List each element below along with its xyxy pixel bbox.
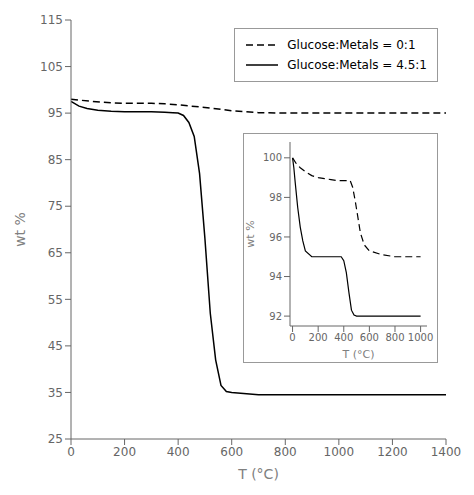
svg-text:85: 85 [48, 153, 63, 167]
svg-text:35: 35 [48, 386, 63, 400]
svg-text:45: 45 [48, 339, 63, 353]
svg-text:92: 92 [269, 311, 282, 322]
svg-text:1000: 1000 [324, 445, 355, 459]
svg-text:65: 65 [48, 246, 63, 260]
svg-text:600: 600 [360, 332, 379, 343]
svg-text:95: 95 [48, 106, 63, 120]
html-text:Glucose:Metals = 0:1: Glucose:Metals = 0:1 [287, 38, 416, 52]
svg-text:600: 600 [220, 445, 243, 459]
svg-text:wt %: wt % [244, 220, 257, 247]
svg-text:T (°C): T (°C) [237, 466, 279, 482]
svg-text:200: 200 [113, 445, 136, 459]
svg-text:0: 0 [67, 445, 75, 459]
svg-text:800: 800 [385, 332, 404, 343]
svg-text:0: 0 [289, 332, 295, 343]
svg-text:800: 800 [274, 445, 297, 459]
svg-text:98: 98 [269, 192, 282, 203]
svg-text:1000: 1000 [408, 332, 433, 343]
svg-text:wt %: wt % [12, 212, 28, 247]
svg-text:105: 105 [40, 60, 63, 74]
svg-text:100: 100 [263, 152, 282, 163]
svg-text:200: 200 [309, 332, 328, 343]
svg-text:94: 94 [269, 271, 282, 282]
svg-text:25: 25 [48, 432, 63, 446]
svg-text:115: 115 [40, 13, 63, 27]
svg-text:96: 96 [269, 232, 282, 243]
svg-text:1400: 1400 [431, 445, 462, 459]
svg-text:400: 400 [334, 332, 353, 343]
svg-text:400: 400 [167, 445, 190, 459]
svg-text:55: 55 [48, 293, 63, 307]
svg-text:75: 75 [48, 199, 63, 213]
html-text:Glucose:Metals = 4.5:1: Glucose:Metals = 4.5:1 [287, 58, 427, 72]
svg-text:T (°C): T (°C) [342, 348, 375, 361]
svg-text:1200: 1200 [377, 445, 408, 459]
